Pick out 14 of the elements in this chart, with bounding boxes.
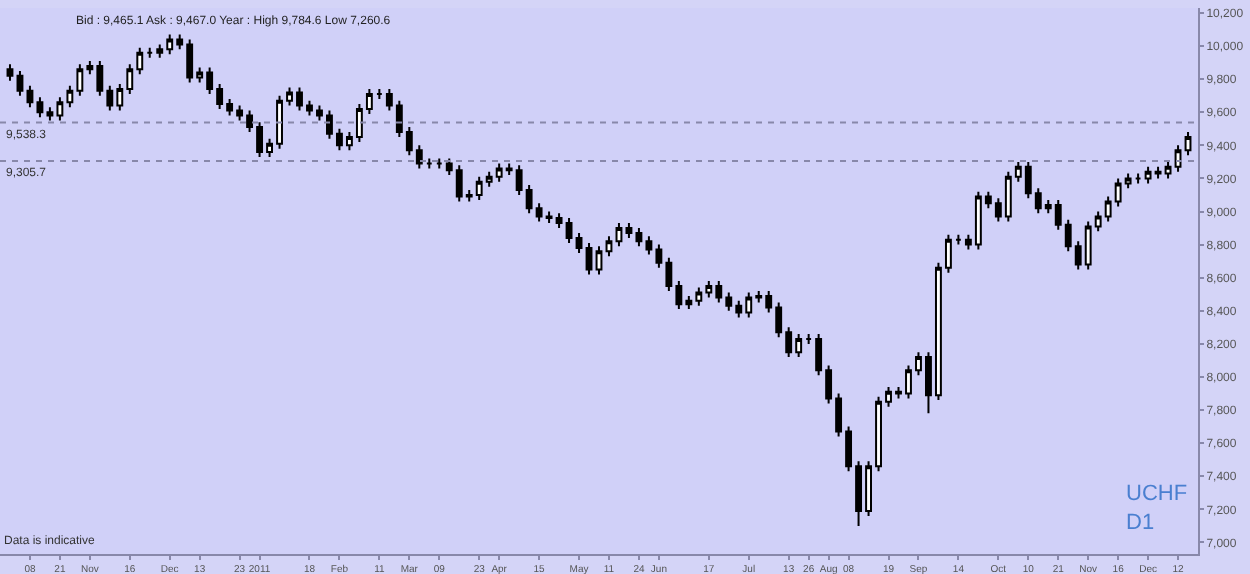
candlestick	[375, 88, 383, 100]
candlestick	[435, 157, 443, 170]
candlestick	[146, 46, 154, 59]
candlestick	[425, 157, 433, 170]
candlestick	[615, 222, 623, 248]
candlestick	[1134, 172, 1142, 185]
candlestick	[6, 63, 14, 82]
candlestick	[595, 245, 603, 276]
candlestick	[16, 69, 24, 97]
candlestick	[605, 235, 613, 258]
candlestick	[954, 233, 962, 246]
candlestick	[805, 332, 813, 345]
candlestick	[1184, 131, 1192, 157]
annotation: UCHF D1	[1126, 482, 1188, 535]
